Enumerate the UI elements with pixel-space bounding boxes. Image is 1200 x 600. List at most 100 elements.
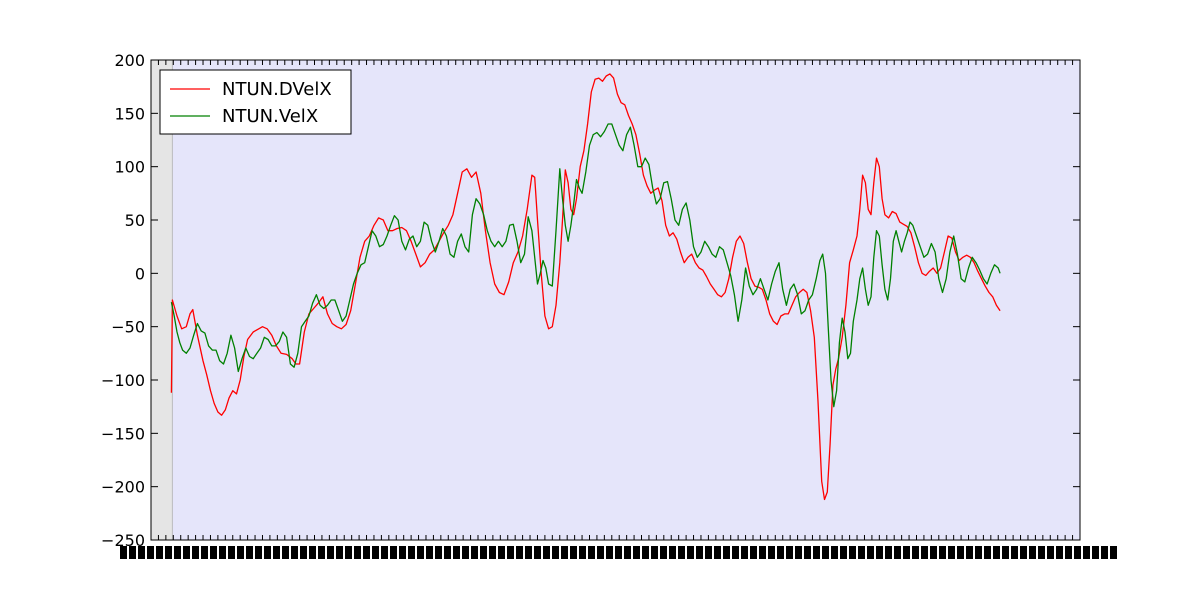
x-tick-label-smear [1101,546,1108,559]
x-tick-label-smear [552,546,559,559]
x-tick-label-smear [165,546,172,559]
x-tick-label-smear [381,546,388,559]
legend-label-dvelx: NTUN.DVelX [222,79,332,100]
x-tick-label-smear [795,546,802,559]
y-tick-label: −100 [101,371,145,390]
x-tick-label-smear [525,546,532,559]
x-tick-label-smear [696,546,703,559]
x-tick-label-smear [237,546,244,559]
x-tick-label-smear [174,546,181,559]
x-tick-label-smear [156,546,163,559]
legend-box [159,69,352,135]
x-tick-label-smear [840,546,847,559]
x-tick-label-smear [408,546,415,559]
x-tick-label-smear [1011,546,1018,559]
x-tick-label-smear [291,546,298,559]
y-tick-label: −150 [101,424,145,443]
x-tick-label-smear [399,546,406,559]
x-tick-label-smear [867,546,874,559]
x-tick-label-smear [669,546,676,559]
x-tick-label-smear [1092,546,1099,559]
legend-label-velx: NTUN.VelX [222,106,318,127]
x-tick-label-smear [345,546,352,559]
x-tick-label-smear [939,546,946,559]
x-tick-label-smear [723,546,730,559]
x-tick-label-smear [201,546,208,559]
legend: NTUN.DVelX NTUN.VelX [159,69,352,135]
x-tick-label-smear [912,546,919,559]
x-tick-label-smear [1020,546,1027,559]
x-tick-label-smear [534,546,541,559]
x-tick-label-smear [732,546,739,559]
x-tick-label-smear [138,546,145,559]
x-tick-label-smear [219,546,226,559]
x-axis [120,60,1117,559]
x-tick-label-smear [678,546,685,559]
x-tick-label-smear [462,546,469,559]
y-tick-label: 100 [114,158,145,177]
x-tick-label-smear [966,546,973,559]
x-tick-label-smear [570,546,577,559]
x-tick-label-smear [318,546,325,559]
x-tick-label-smear [804,546,811,559]
x-tick-label-smear [543,546,550,559]
x-tick-label-smear [606,546,613,559]
x-tick-label-smear [948,546,955,559]
y-tick-label: −200 [101,478,145,497]
x-tick-label-smear [444,546,451,559]
x-tick-label-smear [759,546,766,559]
x-tick-label-smear [363,546,370,559]
x-tick-label-smear [480,546,487,559]
x-tick-label-smear [831,546,838,559]
x-tick-label-smear [633,546,640,559]
x-tick-label-smear [768,546,775,559]
x-tick-label-smear [579,546,586,559]
x-tick-label-smear [1056,546,1063,559]
x-tick-label-smear [597,546,604,559]
x-tick-label-smear [435,546,442,559]
x-tick-label-smear [471,546,478,559]
x-tick-label-smear [903,546,910,559]
x-tick-label-smear [885,546,892,559]
x-tick-label-smear [1038,546,1045,559]
x-tick-label-smear [642,546,649,559]
x-tick-label-smear [453,546,460,559]
x-tick-label-smear [894,546,901,559]
x-tick-label-smear [228,546,235,559]
x-tick-label-smear [255,546,262,559]
x-tick-label-smear [507,546,514,559]
x-tick-label-smear [849,546,856,559]
x-tick-label-smear [1110,546,1117,559]
x-tick-label-smear [615,546,622,559]
x-tick-label-smear [750,546,757,559]
x-tick-label-smear [714,546,721,559]
x-tick-label-smear [354,546,361,559]
x-tick-label-smear [1065,546,1072,559]
y-axis: 200 150 100 50 0 −50 −100 −150 −200 −250 [101,51,1080,550]
x-tick-label-smear [984,546,991,559]
x-tick-label-smear [561,546,568,559]
y-tick-label: −250 [101,531,145,550]
x-tick-label-smear [129,546,136,559]
x-tick-label-smear [417,546,424,559]
x-tick-label-smear [336,546,343,559]
x-tick-label-smear [651,546,658,559]
x-tick-label-smear [930,546,937,559]
x-tick-label-smear [813,546,820,559]
x-tick-label-smear [858,546,865,559]
x-tick-label-smear [1002,546,1009,559]
x-tick-label-smear [309,546,316,559]
y-tick-label: 50 [125,211,145,230]
x-tick-label-smear [876,546,883,559]
x-tick-label-smear [327,546,334,559]
x-tick-label-smear [687,546,694,559]
x-tick-label-smear [120,546,127,559]
x-tick-label-smear [822,546,829,559]
plot-frame [150,59,1081,541]
x-tick-label-smear [192,546,199,559]
shaded-region [151,60,173,540]
y-tick-label: 150 [114,104,145,123]
x-tick-label-smear [390,546,397,559]
x-tick-label-smear [273,546,280,559]
